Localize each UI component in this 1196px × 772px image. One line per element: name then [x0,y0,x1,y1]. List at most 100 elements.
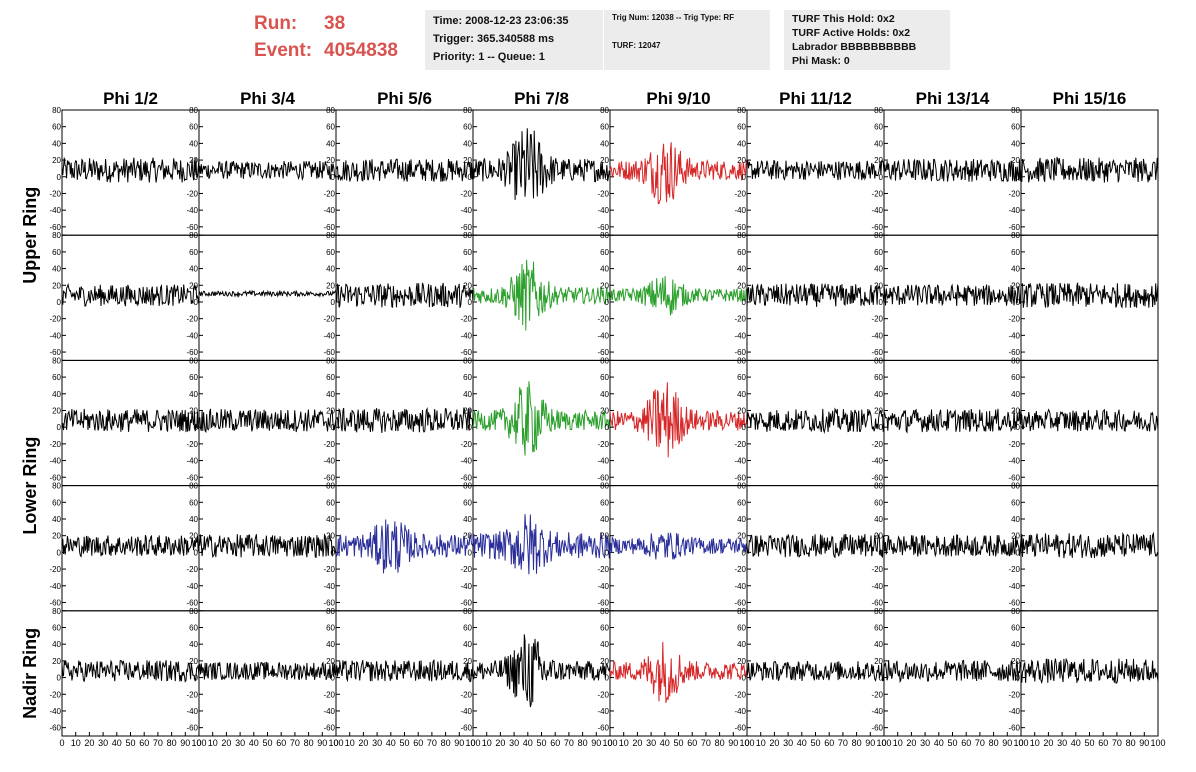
y-tick-label: 0 [879,548,884,557]
y-tick-label: 20 [189,657,198,666]
y-tick-label: -40 [460,457,472,466]
event-label: Event: [254,40,313,61]
y-tick-label: -60 [734,223,746,232]
x-tick-label: 70 [564,738,574,748]
phi-header: Phi 5/6 [377,89,432,108]
y-tick-label: -40 [49,707,61,716]
y-tick-label: -60 [49,348,61,357]
x-tick-label: 40 [1071,738,1081,748]
x-tick-label: 10 [345,738,355,748]
phi-header: Phi 15/16 [1053,89,1127,108]
waveform-trace [198,533,337,559]
y-tick-label: 0 [879,674,884,683]
y-tick-label: -40 [186,457,198,466]
y-tick-label: -20 [734,315,746,324]
y-tick-label: -40 [871,707,883,716]
y-tick-label: 0 [57,173,62,182]
y-tick-label: 60 [600,373,609,382]
x-tick-label: 70 [1112,738,1122,748]
y-tick-label: 0 [194,674,199,683]
y-tick-label: 0 [605,423,610,432]
y-tick-label: -20 [323,189,335,198]
phi-header: Phi 9/10 [646,89,710,108]
y-tick-label: 80 [326,106,335,115]
y-tick-label: 60 [52,123,61,132]
waveform-trace [609,382,748,458]
y-tick-label: 60 [463,498,472,507]
y-tick-label: 60 [600,623,609,632]
x-tick-label: 20 [1043,738,1053,748]
waveform-trace [472,128,611,200]
x-tick-label: 50 [673,738,683,748]
y-tick-label: -40 [597,206,609,215]
x-tick-label: 40 [386,738,396,748]
x-tick-label: 30 [783,738,793,748]
y-tick-label: 60 [1011,623,1020,632]
y-tick-label: -40 [871,582,883,591]
y-tick-label: 60 [1011,373,1020,382]
y-tick-label: 20 [463,532,472,541]
x-tick-label: 40 [523,738,533,748]
y-tick-label: 40 [326,515,335,524]
x-tick-label: 40 [934,738,944,748]
waveform-trace [335,519,474,574]
panel-frame [746,109,885,236]
y-tick-label: -40 [871,457,883,466]
y-tick-label: 60 [874,123,883,132]
y-tick-label: 20 [874,281,883,290]
y-tick-label: 80 [52,356,61,365]
y-tick-label: -20 [734,565,746,574]
y-tick-label: -60 [734,473,746,482]
y-tick-label: 20 [189,532,198,541]
y-tick-label: 0 [742,173,747,182]
y-tick-label: 20 [326,657,335,666]
waveform-trace [609,276,748,316]
y-tick-label: -40 [323,582,335,591]
y-tick-label: 40 [600,390,609,399]
x-tick-label: 40 [660,738,670,748]
waveform-trace [472,259,611,331]
y-tick-label: 40 [52,390,61,399]
y-tick-label: -60 [597,598,609,607]
waveform-trace [335,406,474,433]
x-tick-label: 100 [739,738,754,748]
waveform-trace [472,514,611,575]
y-tick-label: 20 [463,156,472,165]
y-tick-label: -60 [597,724,609,733]
y-tick-label: 40 [52,139,61,148]
y-tick-label: 80 [189,106,198,115]
y-tick-label: 0 [1016,423,1021,432]
y-tick-label: 0 [194,298,199,307]
waveform-trace [61,282,200,307]
y-tick-label: 20 [463,281,472,290]
y-tick-label: -60 [323,724,335,733]
y-tick-label: 20 [1011,406,1020,415]
y-tick-label: -20 [871,440,883,449]
y-tick-label: 80 [737,356,746,365]
x-tick-label: 40 [249,738,259,748]
y-tick-label: -60 [323,598,335,607]
y-tick-label: 40 [52,640,61,649]
y-tick-label: 20 [600,657,609,666]
x-tick-label: 100 [465,738,480,748]
y-tick-label: 40 [189,515,198,524]
x-tick-label: 90 [591,738,601,748]
y-tick-label: -40 [734,707,746,716]
y-tick-label: 20 [1011,532,1020,541]
y-tick-label: 40 [1011,640,1020,649]
y-tick-label: 60 [737,623,746,632]
y-tick-label: -60 [460,223,472,232]
y-tick-label: -40 [186,707,198,716]
y-tick-label: -60 [871,348,883,357]
x-tick-label: 20 [84,738,94,748]
y-tick-label: 40 [737,515,746,524]
y-tick-label: -20 [186,690,198,699]
y-tick-label: 40 [737,390,746,399]
y-tick-label: 0 [468,298,473,307]
y-tick-label: 60 [1011,123,1020,132]
y-tick-label: 60 [1011,498,1020,507]
x-tick-label: 80 [578,738,588,748]
trig-num-line: Trig Num: 12038 -- Trig Type: RF [612,13,735,22]
y-tick-label: 20 [52,532,61,541]
